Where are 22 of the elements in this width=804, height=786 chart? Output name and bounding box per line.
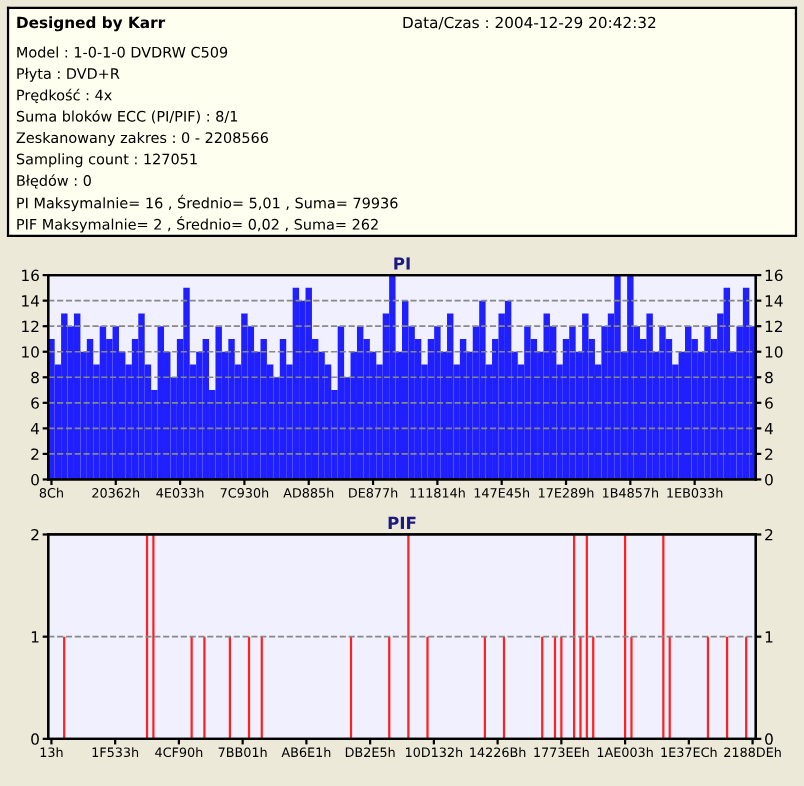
chart-title: PIF [388,516,416,529]
bar [524,326,531,480]
bar [582,313,589,480]
bar [260,338,267,480]
bar [569,326,576,480]
bar [742,287,750,480]
chart-title: PI [394,257,410,270]
bar [292,287,300,480]
bar [61,313,68,480]
bar [614,275,621,480]
bar [215,326,222,480]
bar [479,300,486,480]
bar [389,275,396,480]
bar [434,326,441,480]
bar [183,287,190,480]
bar [228,338,235,480]
bar [241,313,248,480]
bar [138,313,145,480]
bar [659,326,666,480]
bar [627,275,634,480]
bar [704,326,711,480]
bar [646,313,653,480]
